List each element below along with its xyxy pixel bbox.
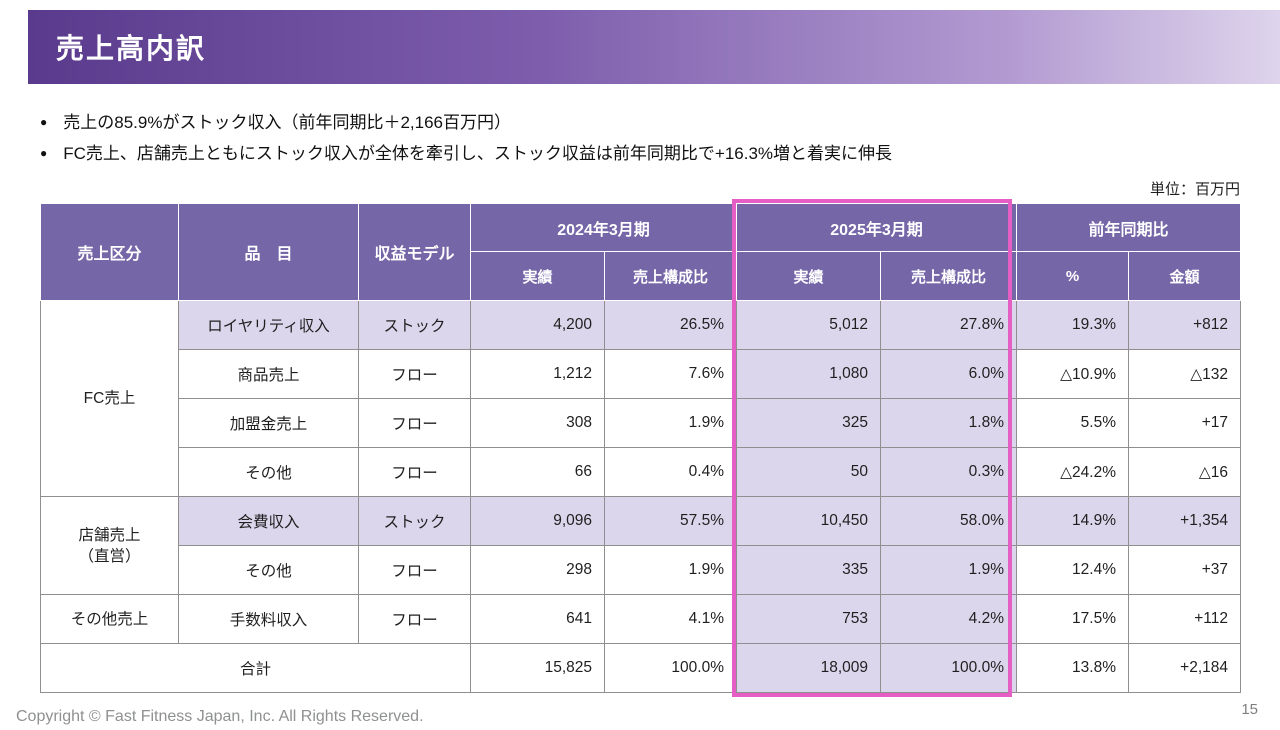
fy2024-composition-total-cell: 100.0% [604,643,737,693]
header-model: 収益モデル [358,203,471,301]
category-cell: 店舗売上 （直営） [40,496,179,595]
fy2024-actual-cell: 308 [470,398,605,448]
item-cell: 会費収入 [178,496,359,546]
model-cell: フロー [358,349,471,399]
yoy-percent-cell: 5.5% [1016,398,1129,448]
yoy-amount-cell: +17 [1127,398,1242,448]
yoy-percent-cell: △10.9% [1016,349,1129,399]
yoy-amount-cell: +112 [1127,594,1242,644]
fy2025-actual-cell: 5,012 [736,300,881,350]
fy2024-composition-cell: 1.9% [604,398,737,448]
item-cell: 加盟金売上 [178,398,359,448]
table-row: その他 フロー 298 1.9% 335 1.9% 12.4% +37 [41,545,1242,595]
yoy-amount-cell: +812 [1127,300,1242,350]
fy2025-composition-cell: 1.8% [880,398,1017,448]
yoy-percent-cell: 14.9% [1016,496,1129,546]
yoy-amount-cell: +1,354 [1127,496,1242,546]
table-row: その他売上 手数料収入 フロー 641 4.1% 753 4.2% 17.5% … [40,594,1242,644]
fy2024-actual-cell: 9,096 [470,496,605,546]
model-cell: ストック [358,300,471,350]
fy2025-actual-cell: 753 [736,594,881,644]
page-number: 15 [1241,701,1258,718]
fy2024-actual-cell: 298 [470,545,605,595]
header-fy2024: 2024年3月期 [470,203,737,252]
slide-title-bar: 売上高内訳 [28,10,1280,84]
bullet-item: FC売上、店舗売上ともにストック収入が全体を牽引し、ストック収益は前年同期比で+… [40,139,1280,170]
yoy-amount-total-cell: +2,184 [1127,643,1242,693]
fy2025-actual-cell: 50 [736,447,881,497]
model-cell: フロー [358,594,471,644]
category-cell: FC売上 [40,300,179,497]
item-cell: その他 [178,447,359,497]
copyright-text: Copyright © Fast Fitness Japan, Inc. All… [16,708,424,725]
yoy-percent-cell: 12.4% [1016,545,1129,595]
fy2025-actual-cell: 1,080 [736,349,881,399]
fy2025-composition-cell: 4.2% [880,594,1017,644]
item-cell: 商品売上 [178,349,359,399]
fy2024-composition-cell: 57.5% [604,496,737,546]
fy2024-composition-cell: 1.9% [604,545,737,595]
bullet-text: FC売上、店舗売上ともにストック収入が全体を牽引し、ストック収益は前年同期比で+… [63,144,893,163]
item-cell: 手数料収入 [178,594,359,644]
yoy-amount-cell: △132 [1127,349,1242,399]
table-row: FC売上 ロイヤリティ収入 ストック 4,200 26.5% 5,012 27.… [40,300,1242,497]
fy2024-actual-cell: 66 [470,447,605,497]
fy2025-composition-total-cell: 100.0% [880,643,1017,693]
model-cell: フロー [358,545,471,595]
model-cell: フロー [358,398,471,448]
model-cell: ストック [358,496,471,546]
fy2025-actual-cell: 10,450 [736,496,881,546]
fy2024-composition-cell: 26.5% [604,300,737,350]
yoy-amount-cell: △16 [1127,447,1242,497]
header-fy2025: 2025年3月期 [736,203,1017,252]
fy2025-composition-cell: 27.8% [880,300,1017,350]
fy2025-composition-cell: 6.0% [880,349,1017,399]
page-title: 売上高内訳 [56,33,207,64]
fy2024-composition-cell: 7.6% [604,349,737,399]
item-cell: ロイヤリティ収入 [178,300,359,350]
yoy-percent-cell: △24.2% [1016,447,1129,497]
fy2024-composition-cell: 0.4% [604,447,737,497]
fy2024-actual-cell: 4,200 [470,300,605,350]
table-row: 店舗売上 （直営） 会費収入 ストック 9,096 57.5% 10,450 5… [40,496,1242,595]
sales-breakdown-table: 売上区分 品 目 収益モデル 2024年3月期 2025年3月期 前年同期比 実… [40,203,1242,693]
header-item: 品 目 [178,203,359,301]
header-category: 売上区分 [40,203,179,301]
header-fy2024-actual: 実績 [470,251,605,301]
total-row: 合計 15,825 100.0% 18,009 100.0% 13.8% +2,… [40,643,1242,693]
header-fy2025-actual: 実績 [736,251,881,301]
fy2025-actual-cell: 325 [736,398,881,448]
yoy-amount-cell: +37 [1127,545,1242,595]
item-cell: その他 [178,545,359,595]
table-row: 加盟金売上 フロー 308 1.9% 325 1.8% 5.5% +17 [41,398,1242,448]
fy2025-composition-cell: 58.0% [880,496,1017,546]
key-points-list: 売上の85.9%がストック収入（前年同期比＋2,166百万円） FC売上、店舗売… [40,108,1280,170]
sales-table-container: 売上区分 品 目 収益モデル 2024年3月期 2025年3月期 前年同期比 実… [40,199,1242,697]
fy2024-actual-cell: 641 [470,594,605,644]
bullet-text: 売上の85.9%がストック収入（前年同期比＋2,166百万円） [63,113,511,132]
fy2024-composition-cell: 4.1% [604,594,737,644]
total-label-cell: 合計 [40,643,471,693]
fy2025-composition-cell: 1.9% [880,545,1017,595]
header-yoy: 前年同期比 [1015,203,1242,252]
header-fy2025-composition: 売上構成比 [880,251,1017,301]
header-yoy-amount: 金額 [1127,251,1242,301]
bullet-item: 売上の85.9%がストック収入（前年同期比＋2,166百万円） [40,108,1280,139]
fy2024-actual-cell: 1,212 [470,349,605,399]
header-fy2024-composition: 売上構成比 [604,251,737,301]
fy2025-actual-cell: 335 [736,545,881,595]
yoy-percent-cell: 19.3% [1016,300,1129,350]
fy2025-composition-cell: 0.3% [880,447,1017,497]
table-row: 商品売上 フロー 1,212 7.6% 1,080 6.0% △10.9% △1… [41,349,1242,399]
category-cell: その他売上 [40,594,179,644]
header-yoy-percent: % [1016,251,1129,301]
model-cell: フロー [358,447,471,497]
fy2025-actual-total-cell: 18,009 [736,643,881,693]
yoy-percent-total-cell: 13.8% [1016,643,1129,693]
yoy-percent-cell: 17.5% [1016,594,1129,644]
unit-label: 単位：百万円 [1149,181,1240,198]
table-row: その他 フロー 66 0.4% 50 0.3% △24.2% △16 [41,447,1242,497]
fy2024-actual-total-cell: 15,825 [470,643,605,693]
